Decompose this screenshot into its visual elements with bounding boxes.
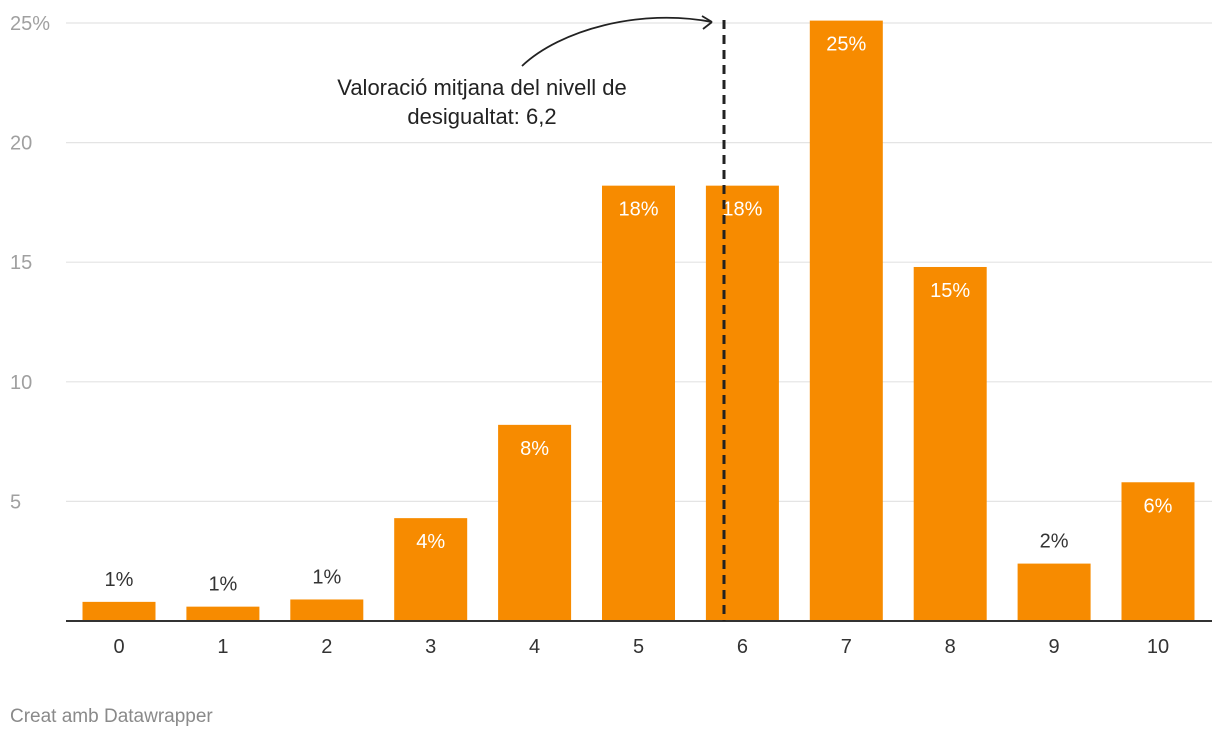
y-tick-label: 5 bbox=[10, 491, 21, 513]
x-tick-label: 7 bbox=[841, 636, 852, 658]
bar-value-label: 4% bbox=[416, 531, 445, 553]
bar bbox=[394, 518, 468, 621]
x-tick-label: 6 bbox=[737, 636, 748, 658]
x-tick-label: 5 bbox=[633, 636, 644, 658]
x-tick-label: 10 bbox=[1147, 636, 1169, 658]
bar bbox=[186, 606, 260, 621]
bar bbox=[913, 266, 987, 621]
bar bbox=[290, 599, 364, 621]
bar-value-label: 8% bbox=[520, 438, 549, 460]
y-tick-label: 15 bbox=[10, 252, 32, 274]
bar bbox=[809, 20, 883, 622]
x-tick-label: 3 bbox=[425, 636, 436, 658]
mean-annotation: Valoració mitjana del nivell de desigualt… bbox=[337, 15, 726, 621]
bar-value-label: 2% bbox=[1040, 531, 1069, 553]
x-tick-label: 9 bbox=[1049, 636, 1060, 658]
bar bbox=[498, 424, 572, 621]
bar bbox=[705, 185, 779, 621]
x-tick-label: 1 bbox=[217, 636, 228, 658]
x-tick-label: 4 bbox=[529, 636, 540, 658]
y-tick-label: 25% bbox=[10, 13, 50, 35]
x-tick-label: 8 bbox=[945, 636, 956, 658]
bar-value-label: 1% bbox=[105, 569, 134, 591]
x-axis: 0 1 2 3 4 5 6 7 8 9 10 bbox=[66, 620, 1212, 658]
credit-text: Creat amb Datawrapper bbox=[10, 706, 213, 727]
bar-value-label: 18% bbox=[722, 199, 762, 221]
bar-value-label: 18% bbox=[618, 199, 658, 221]
x-tick-label: 0 bbox=[113, 636, 124, 658]
bar-value-label: 25% bbox=[826, 34, 866, 56]
annotation-arrowhead bbox=[701, 15, 713, 30]
bar bbox=[82, 601, 156, 621]
bar-value-label: 6% bbox=[1144, 495, 1173, 517]
bar bbox=[602, 185, 675, 621]
mean-annotation-text: desigualtat: 6,2 bbox=[407, 104, 556, 129]
y-tick-label: 10 bbox=[10, 372, 32, 394]
mean-annotation-text: Valoració mitjana del nivell de bbox=[337, 75, 626, 100]
bar-value-label: 15% bbox=[930, 280, 970, 302]
x-tick-label: 2 bbox=[321, 636, 332, 658]
bar bbox=[1121, 482, 1195, 621]
bar-value-label: 1% bbox=[208, 574, 237, 596]
bars: 1% 1% 1% 4% 8% 18% 18% 25% 15% 2% 6% bbox=[82, 20, 1195, 622]
annotation-arrow bbox=[521, 16, 713, 67]
y-tick-label: 20 bbox=[10, 133, 32, 155]
bar bbox=[1017, 563, 1091, 621]
bar-value-label: 1% bbox=[312, 566, 341, 588]
